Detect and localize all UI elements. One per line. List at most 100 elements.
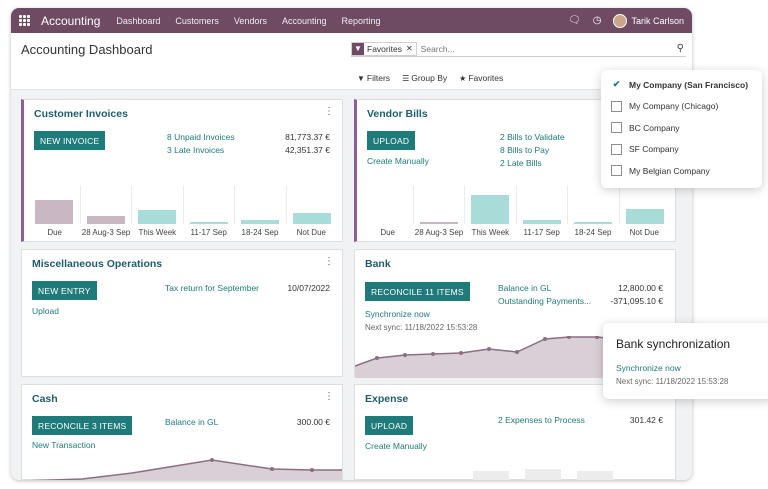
menu-reporting[interactable]: Reporting <box>341 15 381 26</box>
favorites-toggle[interactable]: ★ Favorites <box>459 73 504 83</box>
balance-gl-link[interactable]: Balance in GL <box>498 283 552 293</box>
bar-label: This Week <box>471 228 510 237</box>
bar-label: Not Due <box>629 228 659 237</box>
search-options: ▼ Filters ☰ Group By ★ Favorites <box>357 73 503 83</box>
company-option[interactable]: BC Company <box>601 117 762 139</box>
invoices-bar-chart <box>29 186 337 224</box>
upload-bill-button[interactable]: UPLOAD <box>367 131 416 150</box>
avatar <box>613 13 628 28</box>
checkbox-icon[interactable] <box>611 143 622 155</box>
card-title[interactable]: Miscellaneous Operations <box>32 258 163 270</box>
bar[interactable] <box>522 220 561 224</box>
invoices-chart-labels: Due 28 Aug-3 Sep This Week 11-17 Sep 18-24 S… <box>29 228 337 237</box>
unpaid-invoices-amount: 81,773.37 € <box>285 132 330 142</box>
checkbox-icon[interactable] <box>611 122 622 134</box>
kebab-menu-icon[interactable]: ⋮ <box>324 256 334 267</box>
create-manually-link[interactable]: Create Manually <box>367 156 429 166</box>
page-title: Accounting Dashboard <box>21 42 153 57</box>
bar[interactable] <box>292 213 331 224</box>
new-transaction-link[interactable]: New Transaction <box>32 440 96 450</box>
company-option[interactable]: My Belgian Company <box>601 160 762 182</box>
search-facet: ▼ Favorites ✕ <box>351 41 417 56</box>
bar-label: This Week <box>138 228 177 237</box>
card-title[interactable]: Customer Invoices <box>34 108 128 120</box>
company-name: BC Company <box>629 122 680 133</box>
company-name: My Company (Chicago) <box>629 101 719 112</box>
bar[interactable] <box>241 220 280 224</box>
company-option[interactable]: ✔ My Company (San Francisco) <box>601 74 762 96</box>
company-option[interactable]: My Company (Chicago) <box>601 96 762 118</box>
bar-column <box>132 186 184 224</box>
bar[interactable] <box>625 209 664 224</box>
late-invoices-amount: 42,351.37 € <box>285 145 330 155</box>
bills-to-validate-link[interactable]: 2 Bills to Validate <box>500 132 565 142</box>
chat-icon[interactable]: 🗨 <box>568 15 581 26</box>
checkbox-icon[interactable] <box>611 165 622 177</box>
late-bills-link[interactable]: 2 Late Bills <box>500 158 542 168</box>
search-input[interactable] <box>420 43 677 54</box>
bar[interactable] <box>138 210 177 224</box>
app-window: Accounting Dashboard Customers Vendors A… <box>11 8 692 480</box>
menu-dashboard[interactable]: Dashboard <box>116 15 161 26</box>
unpaid-invoices-link[interactable]: 8 Unpaid Invoices <box>167 132 235 142</box>
filters-toggle[interactable]: ▼ Filters <box>357 73 391 83</box>
new-invoice-button[interactable]: NEW INVOICE <box>34 131 106 150</box>
checkbox-icon[interactable] <box>611 100 622 112</box>
outstanding-payments-link[interactable]: Outstanding Payments... <box>498 296 592 306</box>
bar-label: 18-24 Sep <box>241 228 279 237</box>
upload-link[interactable]: Upload <box>32 306 59 316</box>
bar[interactable] <box>86 216 125 224</box>
bar[interactable] <box>35 200 74 224</box>
apps-grid-icon[interactable] <box>19 14 31 27</box>
expenses-to-process-link[interactable]: 2 Expenses to Process <box>498 415 585 425</box>
kebab-menu-icon[interactable]: ⋮ <box>324 106 334 117</box>
late-invoices-link[interactable]: 3 Late Invoices <box>167 145 225 155</box>
kebab-menu-icon[interactable]: ⋮ <box>324 391 334 402</box>
bar-label: 28 Aug-3 Sep <box>81 228 131 237</box>
bar-column <box>362 186 414 224</box>
upload-expense-button[interactable]: UPLOAD <box>365 416 414 435</box>
reconcile-bank-button[interactable]: RECONCILE 11 ITEMS <box>365 282 470 301</box>
card-title[interactable]: Cash <box>32 393 58 405</box>
popup-synchronize-now-link[interactable]: Synchronize now <box>616 363 681 373</box>
company-name: SF Company <box>629 144 679 155</box>
clock-icon[interactable]: ◷ <box>592 15 602 26</box>
bar[interactable] <box>189 222 228 224</box>
synchronize-now-link[interactable]: Synchronize now <box>365 309 430 319</box>
checkbox-icon[interactable]: ✔ <box>612 79 621 90</box>
top-navbar: Accounting Dashboard Customers Vendors A… <box>11 8 692 33</box>
user-menu[interactable]: Tarik Carlson <box>613 13 684 28</box>
facet-label: Favorites <box>367 43 402 54</box>
bar[interactable] <box>471 195 510 224</box>
app-name[interactable]: Accounting <box>41 13 101 28</box>
search-bar: ▼ Favorites ✕ ⚲ <box>351 41 686 57</box>
bar[interactable] <box>419 222 458 224</box>
card-title[interactable]: Bank <box>365 258 391 270</box>
bar[interactable] <box>574 222 613 224</box>
menu-customers[interactable]: Customers <box>175 15 219 26</box>
next-sync-text: Next sync: 11/18/2022 15:53:28 <box>365 323 478 332</box>
bank-sync-popup: Bank synchronization Synchronize now Nex… <box>603 323 768 399</box>
create-manually-link[interactable]: Create Manually <box>365 441 427 451</box>
bar-column <box>620 186 671 224</box>
tax-return-link[interactable]: Tax return for September <box>165 283 260 293</box>
bar-column <box>81 186 132 224</box>
reconcile-cash-button[interactable]: RECONCILE 3 ITEMS <box>32 416 133 435</box>
remove-facet-icon[interactable]: ✕ <box>405 44 413 53</box>
expense-bar <box>577 471 613 480</box>
outstanding-payments-amount: -371,095.10 € <box>610 296 663 306</box>
search-icon[interactable]: ⚲ <box>676 43 684 54</box>
menu-vendors[interactable]: Vendors <box>233 15 267 26</box>
bills-to-pay-link[interactable]: 8 Bills to Pay <box>500 145 550 155</box>
company-name: My Belgian Company <box>629 165 710 176</box>
popup-title: Bank synchronization <box>616 337 731 351</box>
card-title[interactable]: Vendor Bills <box>367 108 428 120</box>
group-by-toggle[interactable]: ☰ Group By <box>402 73 448 83</box>
customer-invoices-card: Customer Invoices ⋮ NEW INVOICE 8 Unpaid… <box>21 99 343 242</box>
company-option[interactable]: SF Company <box>601 139 762 161</box>
misc-operations-card: Miscellaneous Operations ⋮ NEW ENTRY Upl… <box>21 249 343 377</box>
menu-accounting[interactable]: Accounting <box>281 15 327 26</box>
new-entry-button[interactable]: NEW ENTRY <box>32 281 97 300</box>
card-title[interactable]: Expense <box>365 393 409 405</box>
cash-balance-gl-link[interactable]: Balance in GL <box>165 417 219 427</box>
